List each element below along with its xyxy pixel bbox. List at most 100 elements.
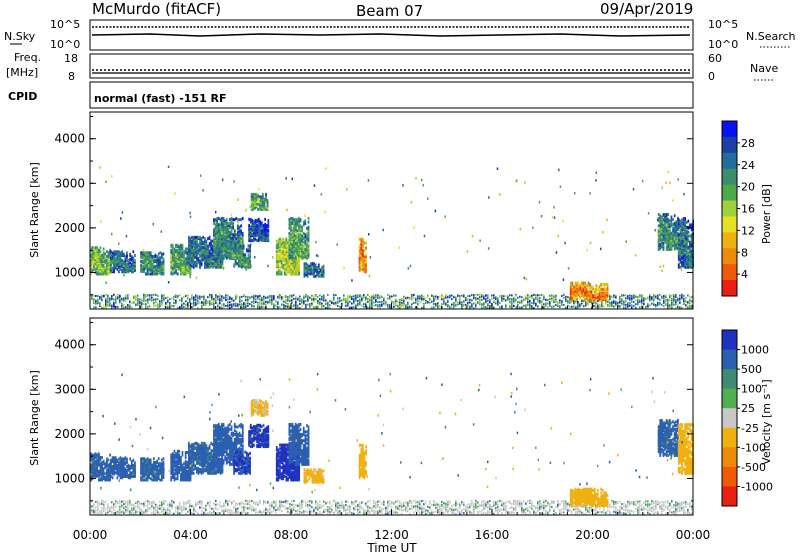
echo-cell bbox=[296, 261, 299, 265]
clutter-cell bbox=[371, 298, 373, 301]
clutter-cell bbox=[133, 300, 135, 303]
echo-cell bbox=[232, 244, 235, 248]
clutter-cell bbox=[435, 295, 437, 298]
clutter-cell bbox=[419, 300, 421, 303]
clutter-cell bbox=[115, 299, 117, 302]
echo-cell bbox=[213, 233, 215, 237]
clutter-cell bbox=[467, 301, 469, 304]
echo-cell bbox=[294, 236, 297, 240]
clutter-cell bbox=[617, 301, 619, 304]
clutter-cell bbox=[495, 302, 497, 305]
echo-cell bbox=[102, 251, 105, 255]
echo-cell bbox=[172, 251, 174, 255]
echo-cell bbox=[211, 247, 214, 251]
clutter-cell bbox=[313, 294, 315, 297]
echo-cell bbox=[290, 226, 292, 230]
echo-cell bbox=[126, 262, 128, 266]
echo-cell bbox=[259, 225, 262, 229]
clutter-cell bbox=[521, 299, 523, 302]
clutter-cell bbox=[511, 305, 513, 308]
clutter-cell bbox=[483, 303, 485, 306]
clutter-cell bbox=[673, 303, 675, 306]
echo-cell bbox=[303, 267, 306, 271]
clutter-cell bbox=[531, 305, 533, 308]
echo-cell bbox=[237, 224, 239, 228]
echo-cell bbox=[667, 229, 670, 233]
echo-cell bbox=[96, 246, 99, 250]
clutter-cell bbox=[209, 295, 211, 298]
clutter-cell bbox=[455, 304, 457, 307]
echo-cell bbox=[280, 238, 283, 242]
clutter-cell bbox=[103, 304, 105, 307]
clutter-cell bbox=[239, 303, 241, 306]
clutter-cell bbox=[471, 305, 473, 308]
echo-cell bbox=[189, 248, 192, 252]
echo-cell bbox=[247, 248, 250, 252]
clutter-cell bbox=[335, 294, 337, 297]
clutter-cell bbox=[367, 297, 369, 300]
echo-cell bbox=[294, 255, 297, 259]
clutter-cell bbox=[197, 296, 199, 299]
clutter-cell bbox=[387, 297, 389, 300]
clutter-cell bbox=[285, 299, 287, 302]
echo-cell bbox=[172, 272, 174, 276]
clutter-cell bbox=[519, 295, 521, 298]
clutter-cell bbox=[167, 299, 169, 302]
echo-cell bbox=[307, 216, 310, 220]
echo-cell bbox=[661, 245, 663, 249]
clutter-cell bbox=[421, 299, 423, 302]
clutter-cell bbox=[119, 299, 121, 302]
clutter-cell bbox=[193, 296, 195, 299]
echo-cell bbox=[107, 267, 110, 271]
clutter-cell bbox=[685, 298, 687, 301]
clutter-cell bbox=[647, 303, 649, 306]
clutter-cell bbox=[369, 297, 371, 300]
clutter-cell bbox=[609, 303, 611, 306]
clutter-cell bbox=[461, 301, 463, 304]
clutter-cell bbox=[389, 297, 391, 300]
echo-cell bbox=[257, 197, 259, 201]
echo-cell bbox=[288, 268, 291, 272]
clutter-cell bbox=[659, 301, 661, 304]
echo-cell bbox=[146, 266, 149, 270]
clutter-cell bbox=[125, 294, 127, 297]
echo-cell bbox=[200, 247, 203, 251]
clutter-cell bbox=[451, 306, 453, 309]
echo-cell bbox=[109, 267, 111, 271]
clutter-cell bbox=[671, 307, 673, 310]
clutter-cell bbox=[229, 303, 231, 306]
echo-cell bbox=[217, 255, 220, 259]
clutter-cell bbox=[537, 300, 539, 303]
clutter-cell bbox=[655, 304, 657, 307]
echo-cell bbox=[260, 195, 263, 199]
clutter-cell bbox=[113, 301, 115, 304]
clutter-cell bbox=[101, 294, 103, 297]
echo-cell bbox=[360, 247, 363, 251]
clutter-cell bbox=[111, 298, 113, 301]
echo-cell bbox=[99, 250, 102, 254]
echo-cell bbox=[116, 252, 119, 256]
clutter-cell bbox=[599, 300, 601, 303]
clutter-cell bbox=[483, 295, 485, 298]
echo-cell bbox=[277, 242, 280, 246]
clutter-cell bbox=[307, 298, 309, 301]
echo-cell bbox=[213, 228, 215, 232]
echo-cell bbox=[291, 216, 294, 220]
echo-cell bbox=[311, 268, 314, 272]
echo-cell bbox=[140, 255, 142, 259]
clutter-cell bbox=[417, 295, 419, 298]
clutter-cell bbox=[405, 306, 407, 309]
echo-cell bbox=[238, 229, 241, 233]
echo-cell bbox=[176, 272, 179, 276]
echo-cell bbox=[248, 224, 250, 228]
clutter-cell bbox=[313, 300, 315, 303]
clutter-cell bbox=[537, 305, 539, 308]
echo-cell bbox=[360, 255, 363, 259]
clutter-cell bbox=[117, 294, 119, 297]
echo-cell bbox=[219, 240, 222, 244]
clutter-cell bbox=[441, 298, 443, 301]
clutter-cell bbox=[365, 305, 367, 308]
clutter-cell bbox=[93, 294, 95, 297]
clutter-cell bbox=[221, 295, 223, 298]
echo-cell bbox=[301, 241, 303, 245]
